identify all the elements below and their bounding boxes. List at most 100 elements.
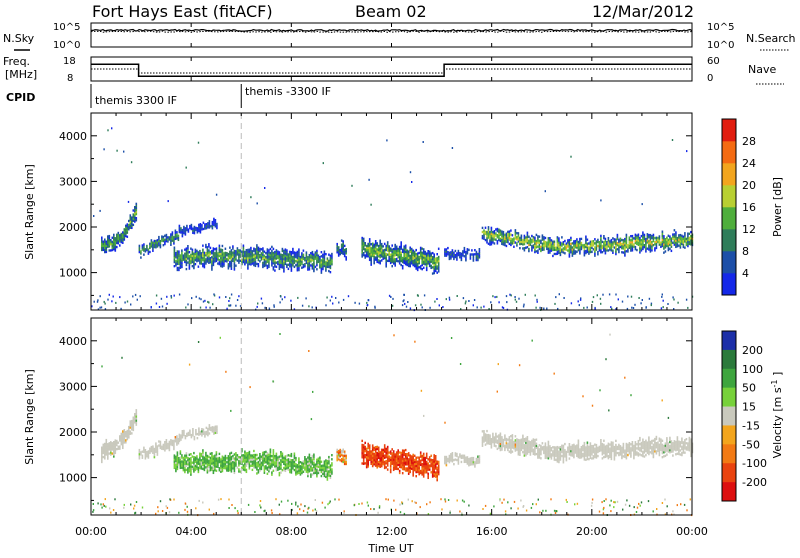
data-cell [588, 448, 590, 450]
data-cell [537, 448, 539, 450]
data-cell [638, 240, 640, 242]
data-cell [500, 437, 502, 439]
data-cell [307, 456, 309, 458]
data-cell [406, 455, 408, 457]
data-cell [492, 441, 494, 443]
data-cell [482, 441, 484, 443]
scatter-point [225, 296, 226, 298]
data-cell [376, 458, 378, 460]
data-cell [249, 465, 251, 467]
data-cell [184, 457, 186, 459]
scatter-point [97, 299, 98, 301]
data-cell [175, 468, 177, 470]
data-cell [495, 433, 497, 435]
data-cell [573, 242, 575, 244]
data-cell [173, 238, 175, 240]
data-cell [689, 237, 691, 239]
data-cell [208, 258, 210, 260]
data-cell [623, 241, 625, 243]
data-cell [479, 455, 481, 457]
data-cell [146, 455, 148, 457]
data-cell [524, 440, 526, 442]
data-cell [433, 264, 435, 266]
data-cell [432, 258, 434, 260]
data-cell [677, 243, 679, 245]
data-cell [258, 253, 260, 255]
data-cell [143, 254, 145, 256]
data-cell [178, 235, 180, 237]
data-cell [261, 248, 263, 250]
data-cell [524, 241, 526, 243]
data-cell [199, 262, 201, 264]
data-cell [145, 250, 147, 252]
data-cell [304, 456, 306, 458]
data-cell [328, 264, 330, 266]
data-cell [549, 445, 551, 447]
data-cell [415, 469, 417, 471]
data-cell [294, 465, 296, 467]
data-cell [433, 258, 435, 260]
data-cell [207, 457, 209, 459]
data-cell [255, 257, 257, 259]
data-cell [402, 456, 404, 458]
data-cell [133, 421, 135, 423]
data-cell [430, 461, 432, 463]
data-cell [489, 436, 491, 438]
data-cell [177, 462, 179, 464]
data-cell [139, 245, 141, 247]
data-cell [229, 457, 231, 459]
data-cell [584, 246, 586, 248]
data-cell [192, 466, 194, 468]
data-cell [420, 267, 422, 269]
data-cell [446, 464, 448, 466]
scatter-point [179, 294, 180, 296]
data-cell [390, 463, 392, 465]
data-cell [479, 457, 481, 459]
data-cell [536, 246, 538, 248]
data-cell [321, 269, 323, 271]
data-cell [322, 262, 324, 264]
data-cell [642, 238, 644, 240]
data-cell [122, 233, 124, 235]
data-cell [543, 452, 545, 454]
data-cell [399, 455, 401, 457]
data-cell [119, 240, 121, 242]
data-cell [204, 469, 206, 471]
data-cell [324, 467, 326, 469]
data-cell [310, 459, 312, 461]
data-cell [232, 252, 234, 254]
data-cell [367, 255, 369, 257]
data-cell [426, 463, 428, 465]
data-cell [211, 260, 213, 262]
data-cell [549, 451, 551, 453]
data-cell [192, 432, 194, 434]
data-cell [635, 236, 637, 238]
data-cell [215, 223, 217, 225]
scatter-point [436, 298, 437, 300]
data-cell [394, 466, 396, 468]
data-cell [663, 245, 665, 247]
data-cell [563, 453, 565, 455]
data-cell [379, 464, 381, 466]
data-cell [210, 469, 212, 471]
data-cell [603, 249, 605, 251]
data-cell [267, 259, 269, 261]
data-cell [324, 265, 326, 267]
data-cell [534, 441, 536, 443]
data-cell [300, 461, 302, 463]
data-cell [276, 469, 278, 471]
data-cell [669, 237, 671, 239]
data-cell [423, 453, 425, 455]
data-cell [509, 235, 511, 237]
data-cell [253, 260, 255, 262]
data-cell [632, 237, 634, 239]
data-cell [231, 264, 233, 266]
data-cell [124, 238, 126, 240]
data-cell [318, 261, 320, 263]
data-cell [509, 451, 511, 453]
data-cell [130, 424, 132, 426]
data-cell [424, 261, 426, 263]
data-cell [603, 235, 605, 237]
data-cell [279, 462, 281, 464]
data-cell [590, 241, 592, 243]
